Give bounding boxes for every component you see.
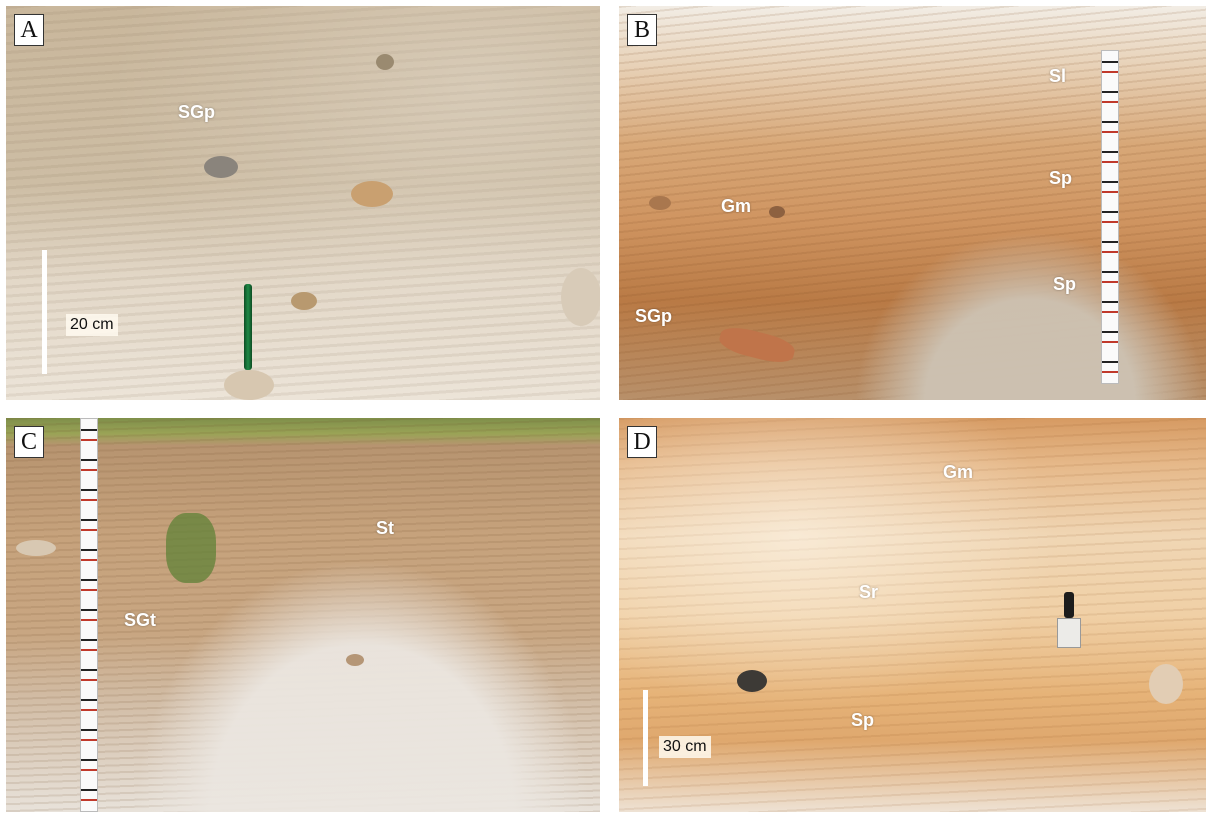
- measuring-staff: [80, 418, 98, 812]
- pebble: [346, 654, 364, 666]
- facies-label-sr: Sr: [859, 582, 879, 602]
- pebble: [351, 181, 393, 207]
- scale-bar: [643, 690, 648, 786]
- facies-label-sp: Sp: [851, 710, 875, 730]
- shrub: [166, 513, 216, 583]
- panel-letter-b: B: [627, 14, 657, 46]
- facies-label-sgp: SGp: [635, 306, 673, 326]
- pebble: [1149, 664, 1183, 704]
- pebble: [204, 156, 238, 178]
- scale-bar: [42, 250, 47, 374]
- photo-panel-b: B Sl Sp Gm Sp SGp: [619, 6, 1206, 400]
- pebble: [224, 370, 274, 400]
- facies-label-sl: Sl: [1049, 66, 1067, 86]
- pebble: [561, 268, 600, 326]
- pebble: [291, 292, 317, 310]
- facies-label-gm: Gm: [943, 462, 974, 482]
- scale-label: 30 cm: [659, 736, 711, 758]
- photo-panel-c: C St SGt: [6, 418, 600, 812]
- measuring-staff: [1101, 50, 1119, 384]
- pebble: [376, 54, 394, 70]
- pebble: [716, 323, 798, 367]
- facies-label-sgp: SGp: [178, 102, 216, 122]
- pen-scale-object: [244, 284, 252, 370]
- panel-letter-d: D: [627, 426, 657, 458]
- facies-label-gm: Gm: [721, 196, 752, 216]
- facies-label-sp-upper: Sp: [1049, 168, 1073, 188]
- panel-letter-a: A: [14, 14, 44, 46]
- trowel-scale-object: [1057, 592, 1081, 648]
- photo-panel-a: A SGp 20 cm: [6, 6, 600, 400]
- facies-label-st: St: [376, 518, 394, 538]
- facies-label-sp-lower: Sp: [1053, 274, 1077, 294]
- panel-letter-c: C: [14, 426, 44, 458]
- photo-panel-d: D Gm Sr Sp 30 cm: [619, 418, 1206, 812]
- pebble: [769, 206, 785, 218]
- pebble: [16, 540, 56, 556]
- pebble: [737, 670, 767, 692]
- pebble: [649, 196, 671, 210]
- facies-label-sgt: SGt: [124, 610, 157, 630]
- scale-label: 20 cm: [66, 314, 118, 336]
